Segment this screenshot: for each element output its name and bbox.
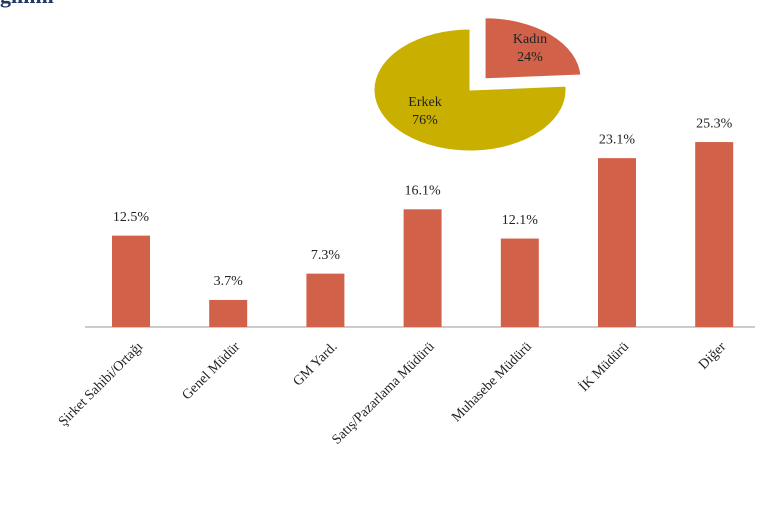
bar [112,235,150,327]
bar [695,142,734,327]
chart-title: ğılımı [0,0,54,8]
x-tick-label: Muhasebe Müdürü [449,339,535,425]
data-label: 3.7% [214,274,244,289]
bar [306,273,345,327]
x-tick-label: Genel Müdür [180,339,244,403]
pie-slice [373,28,567,152]
x-tick-label: Satış/Pazarlama Müdürü [329,339,437,447]
x-tick-label: GM Yard. [291,339,341,389]
data-label: 16.1% [405,184,442,199]
slice-value: 76% [412,113,438,128]
slice-name: Erkek [408,95,441,110]
bar [598,158,636,327]
data-label: 7.3% [311,248,341,263]
slice-value: 24% [517,50,543,65]
slice-name: Kadın [513,32,547,47]
data-label: 12.1% [502,213,539,228]
bar [403,209,442,327]
bar [209,299,248,327]
x-tick-label: Şirket Sahibi/Ortağı [56,339,146,429]
data-label: 25.3% [696,116,733,131]
x-tick-label: Diğer [696,339,729,372]
data-label: 12.5% [113,210,150,225]
bar [500,238,539,327]
data-label: 23.1% [599,132,636,147]
pie-slice [484,17,582,80]
x-tick-label: İK Müdürü [576,339,632,395]
